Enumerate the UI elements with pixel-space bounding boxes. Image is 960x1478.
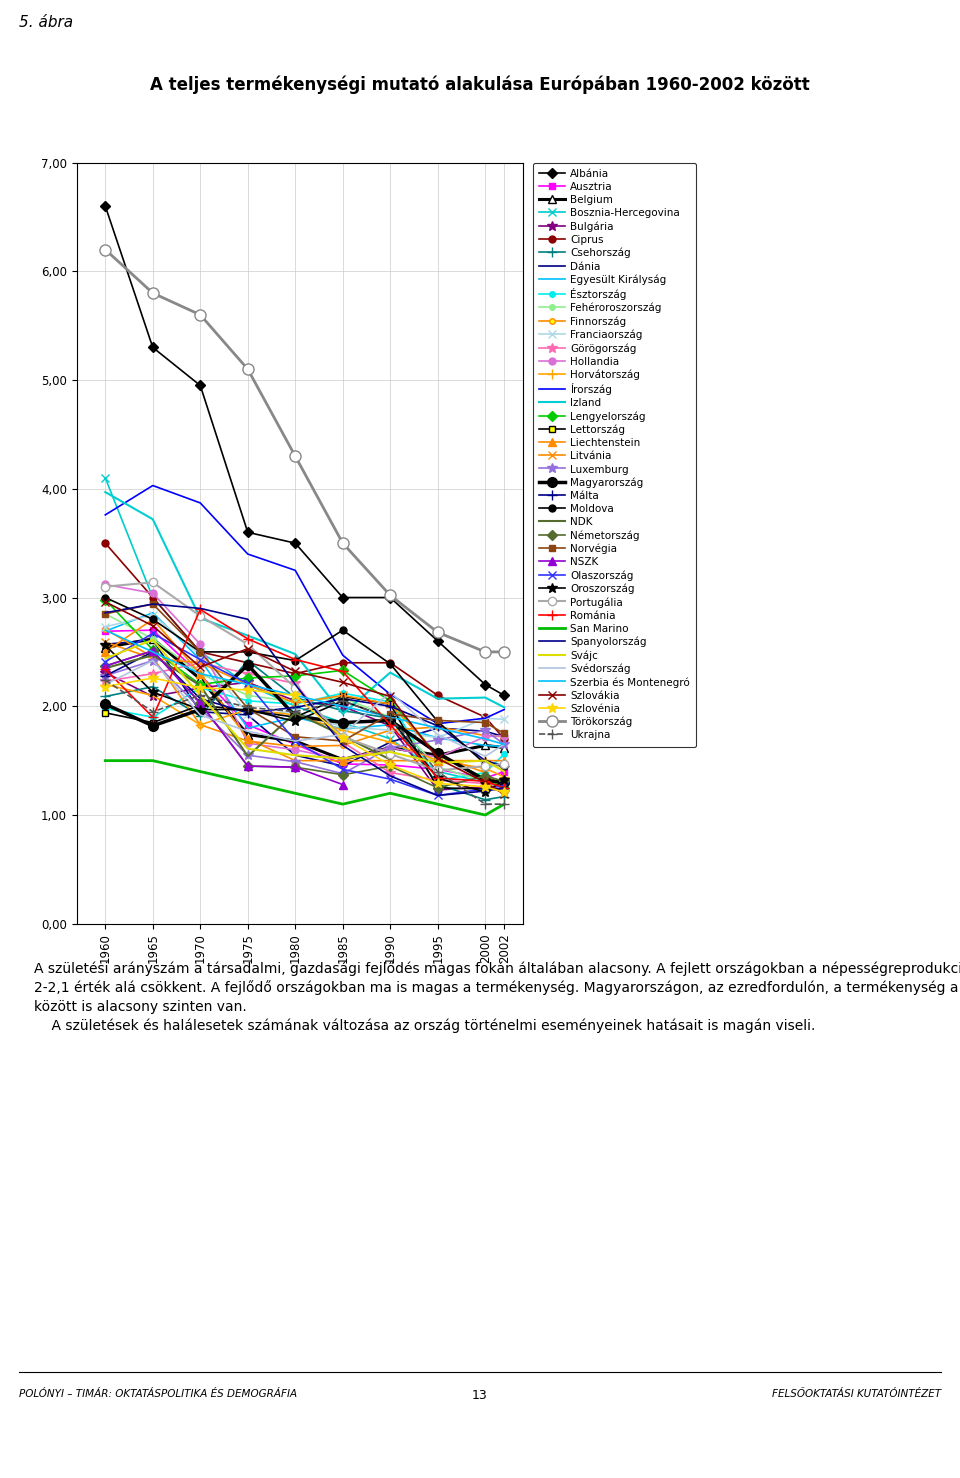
- Text: A teljes termékenységi mutató alakulása Európában 1960-2002 között: A teljes termékenységi mutató alakulása …: [150, 75, 810, 93]
- Text: FELSŐOKTATÁSI KUTATÓINTÉZET: FELSŐOKTATÁSI KUTATÓINTÉZET: [772, 1389, 941, 1398]
- Text: A születési arányszám a társadalmi, gazdasági fejlődés magas fokán általában ala: A születési arányszám a társadalmi, gazd…: [34, 961, 960, 1033]
- Text: 13: 13: [472, 1389, 488, 1401]
- Text: 5. ábra: 5. ábra: [19, 15, 73, 30]
- Legend: Albánia, Ausztria, Belgium, Bosznia-Hercegovina, Bulgária, Ciprus, Csehország, D: Albánia, Ausztria, Belgium, Bosznia-Herc…: [533, 163, 696, 746]
- Text: POLÓNYI – TIMÁR: OKTATÁSPOLITIKA ÉS DEMOGRÁFIA: POLÓNYI – TIMÁR: OKTATÁSPOLITIKA ÉS DEMO…: [19, 1389, 298, 1398]
